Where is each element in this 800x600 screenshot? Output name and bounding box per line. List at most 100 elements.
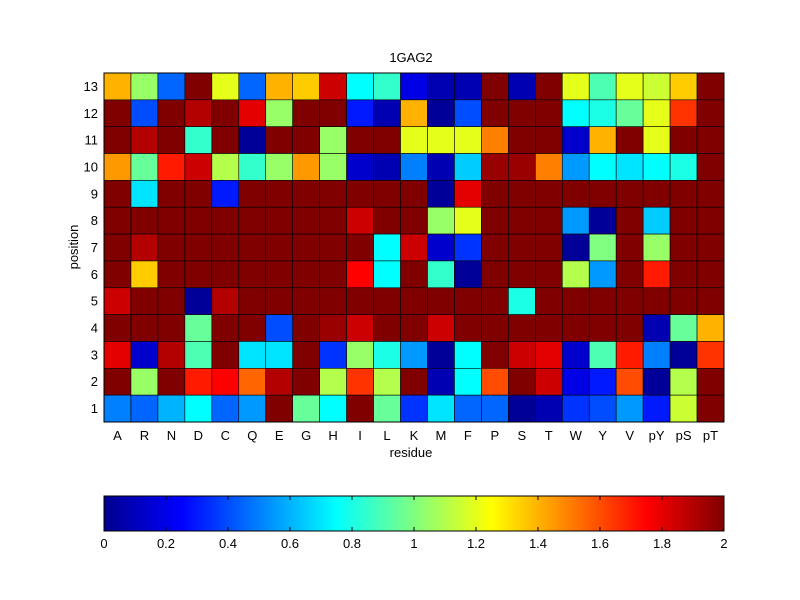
heatmap-cell [427, 394, 455, 423]
heatmap-cell [481, 206, 509, 235]
heatmap-cell [292, 233, 320, 262]
heatmap-cell [211, 260, 240, 289]
heatmap-cell [103, 287, 132, 315]
colorbar-tick-label: 1.6 [591, 536, 609, 551]
heatmap-cell [454, 394, 482, 423]
heatmap-cell [427, 287, 455, 315]
heatmap-cell [642, 368, 671, 396]
heatmap-cell [265, 314, 293, 342]
heatmap-cell [508, 153, 536, 181]
heatmap-cell [103, 341, 132, 369]
heatmap-cell [588, 341, 617, 369]
heatmap-cell [427, 153, 455, 181]
x-tick-label: W [570, 428, 583, 443]
heatmap-cell [130, 260, 159, 289]
heatmap-cell [319, 394, 347, 423]
heatmap-cell [615, 153, 644, 181]
heatmap-cell [508, 206, 536, 235]
heatmap-cell [696, 314, 725, 342]
heatmap-cell [130, 153, 159, 181]
heatmap-cell [669, 233, 698, 262]
heatmap-cell [669, 260, 698, 289]
heatmap-cell [400, 394, 428, 423]
heatmap-cell [427, 180, 455, 208]
heatmap-cell [561, 99, 590, 127]
heatmap-cell [588, 72, 617, 101]
heatmap-cell [319, 368, 347, 396]
heatmap-cell [588, 206, 617, 235]
heatmap-cell [346, 314, 374, 342]
heatmap-cell [157, 180, 186, 208]
colorbar [103, 495, 725, 532]
x-tick-label: P [491, 428, 500, 443]
x-tick-label: C [221, 428, 230, 443]
heatmap-cell [103, 99, 132, 127]
heatmap-cell [588, 153, 617, 181]
heatmap-cell [669, 180, 698, 208]
heatmap-cell [454, 341, 482, 369]
heatmap-cell [292, 287, 320, 315]
heatmap-cell [103, 126, 132, 154]
heatmap-cell [103, 180, 132, 208]
heatmap-cell [373, 368, 401, 396]
heatmap-cell [615, 233, 644, 262]
x-tick-label: E [275, 428, 284, 443]
x-tick-label: H [328, 428, 337, 443]
heatmap-cell [238, 314, 267, 342]
heatmap-cell [534, 394, 563, 423]
heatmap-cell [292, 260, 320, 289]
heatmap-cell [534, 314, 563, 342]
heatmap-cell [400, 314, 428, 342]
heatmap-cell [103, 153, 132, 181]
heatmap-cell [588, 394, 617, 423]
heatmap-cell [400, 126, 428, 154]
heatmap-cell [669, 341, 698, 369]
heatmap-cell [292, 314, 320, 342]
heatmap-cell [481, 260, 509, 289]
x-axis-label: residue [390, 445, 433, 460]
heatmap-cell [534, 99, 563, 127]
heatmap-cell [103, 206, 132, 235]
x-tick-label: T [545, 428, 553, 443]
heatmap-cell [534, 180, 563, 208]
heatmap-cell [696, 368, 725, 396]
heatmap-cell [534, 233, 563, 262]
heatmap-cell [265, 99, 293, 127]
heatmap-cell [184, 72, 213, 101]
heatmap-cell [373, 341, 401, 369]
y-tick-label: 6 [91, 267, 98, 282]
heatmap-cell [561, 260, 590, 289]
heatmap-cell [211, 153, 240, 181]
heatmap-cell [292, 153, 320, 181]
heatmap-cell [588, 287, 617, 315]
heatmap-cell [238, 287, 267, 315]
heatmap-cell [319, 206, 347, 235]
y-tick-label: 8 [91, 213, 98, 228]
heatmap-cell [211, 287, 240, 315]
heatmap-cell [696, 206, 725, 235]
heatmap-cell [561, 341, 590, 369]
heatmap-cell [373, 153, 401, 181]
heatmap-cell [534, 368, 563, 396]
heatmap-cell [157, 368, 186, 396]
heatmap-cell [642, 233, 671, 262]
heatmap-cell [211, 368, 240, 396]
heatmap-cell [642, 394, 671, 423]
heatmap-cell [211, 206, 240, 235]
heatmap-cell [157, 394, 186, 423]
colorbar-tick-label: 2 [720, 536, 727, 551]
heatmap-cell [696, 394, 725, 423]
heatmap-cell [454, 126, 482, 154]
heatmap-cell [373, 72, 401, 101]
heatmap-cell [319, 341, 347, 369]
heatmap-cell [454, 260, 482, 289]
heatmap-cell [669, 99, 698, 127]
heatmap-cell [238, 180, 267, 208]
heatmap-cell [238, 341, 267, 369]
heatmap-cell [346, 180, 374, 208]
heatmap-cell [615, 72, 644, 101]
chart-title: 1GAG2 [389, 50, 432, 65]
heatmap-cell [696, 180, 725, 208]
colorbar-tick-label: 0.2 [157, 536, 175, 551]
